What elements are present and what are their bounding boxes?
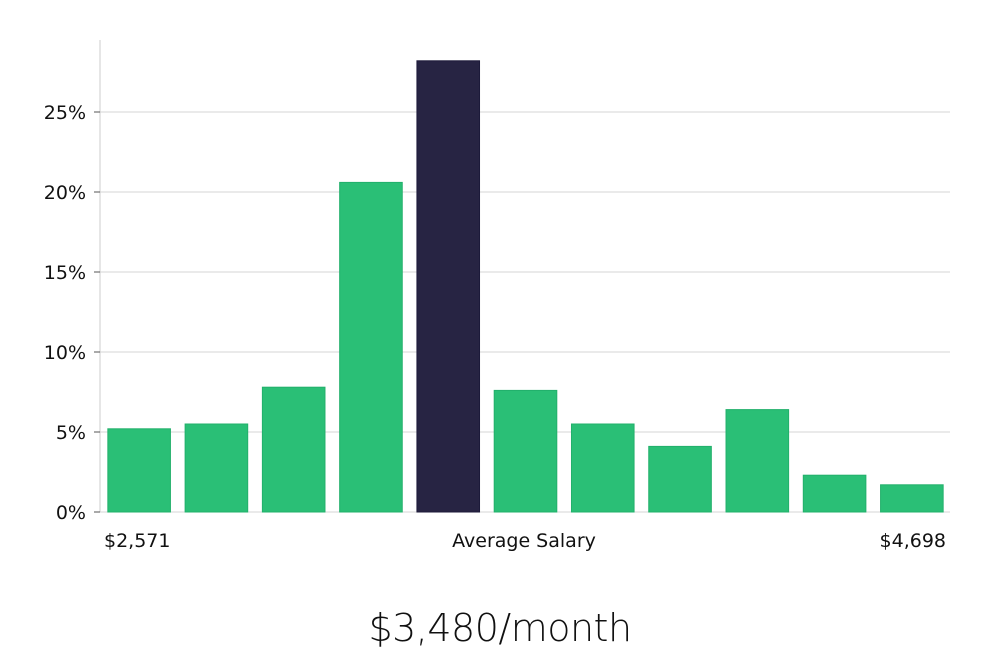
bar	[725, 409, 790, 513]
y-tick-label: 0%	[56, 502, 86, 524]
bar	[107, 428, 171, 513]
bar	[880, 484, 944, 513]
bars	[107, 60, 944, 513]
y-tick-label: 15%	[44, 262, 86, 284]
bar	[802, 474, 867, 513]
y-tick-label: 10%	[44, 342, 86, 364]
salary-distribution-chart: 0% 5% 10% 15% 20% 25% $2,571 Average Salary $…	[44, 40, 950, 552]
y-tick-label: 25%	[44, 102, 86, 124]
bar	[339, 181, 403, 513]
y-tick-label: 5%	[56, 422, 86, 444]
bar	[493, 389, 558, 513]
x-label-min: $2,571	[104, 530, 170, 552]
x-label-average: Average Salary	[452, 530, 596, 552]
bar	[184, 423, 249, 513]
average-salary-value: $3,480/month	[368, 606, 632, 650]
y-tick-label: 20%	[44, 182, 86, 204]
x-label-max: $4,698	[880, 530, 946, 552]
y-axis-ticks: 0% 5% 10% 15% 20% 25%	[44, 102, 100, 524]
bar	[570, 423, 635, 513]
bar	[261, 386, 326, 513]
bar	[648, 445, 712, 513]
bar-average-highlight	[416, 60, 481, 513]
